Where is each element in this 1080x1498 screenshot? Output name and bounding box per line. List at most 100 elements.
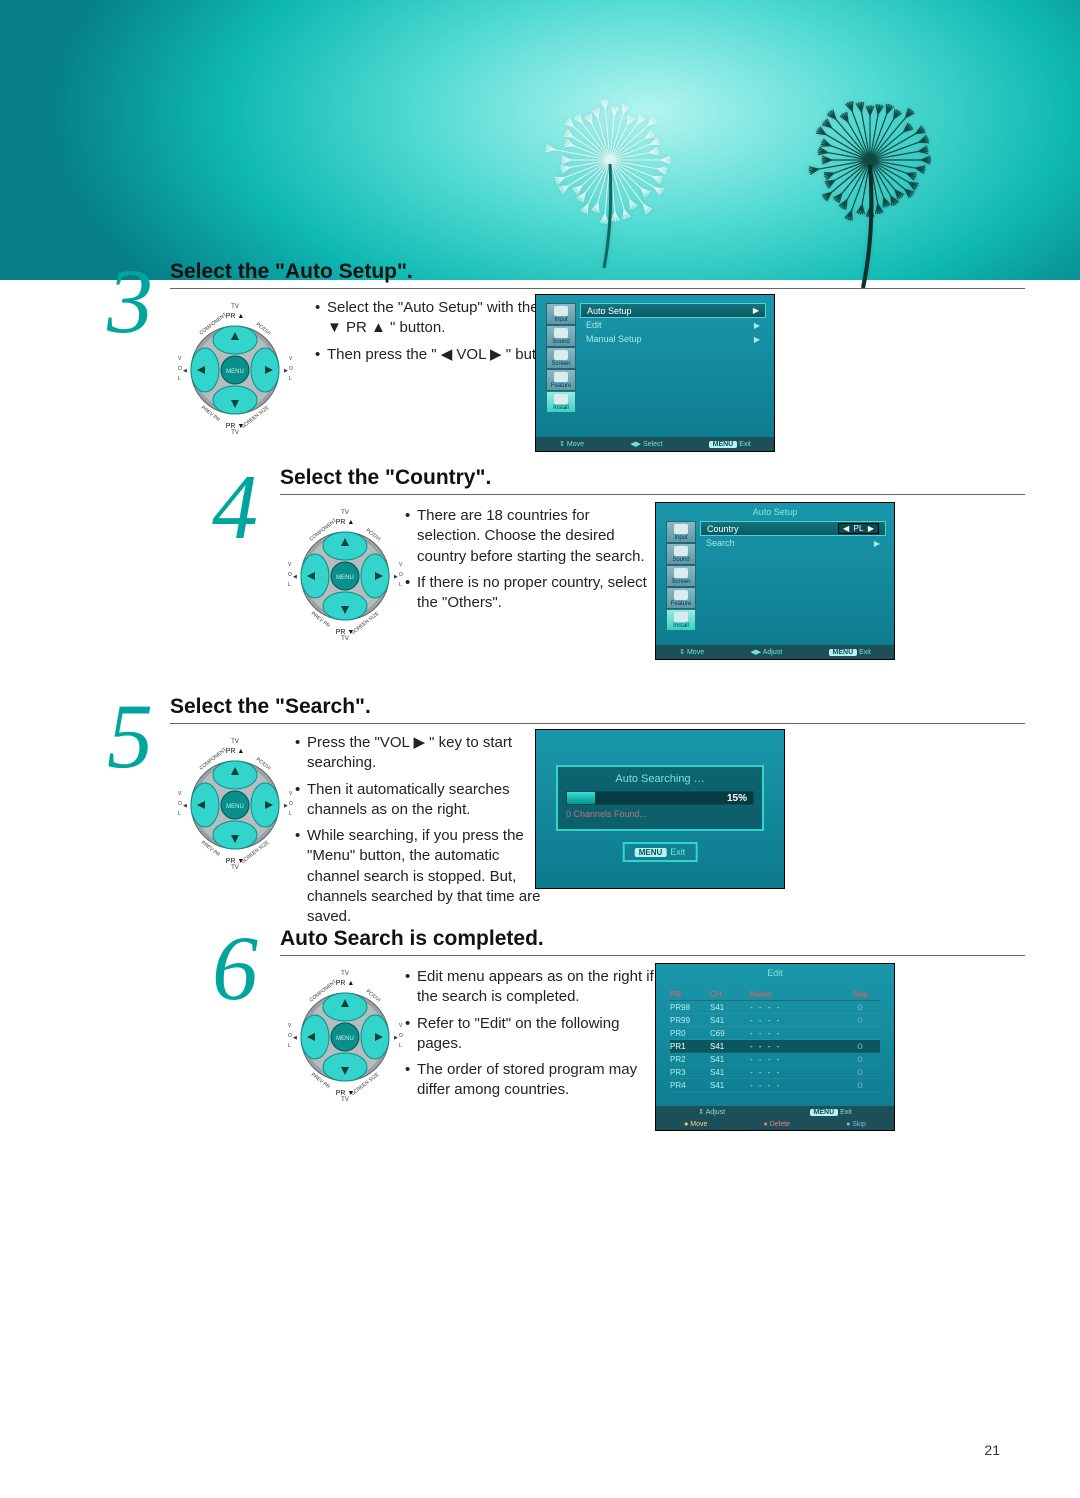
step-heading: Select the "Search". (170, 695, 371, 719)
menu-row: Edit▶ (580, 318, 766, 332)
instruction-item: Select the "Auto Setup" with the " ▼ PR … (315, 298, 565, 339)
menu-category-icon: Screen (666, 565, 696, 587)
step-heading: Select the "Country". (280, 466, 491, 490)
divider (280, 494, 1025, 495)
progress-bar: 15% (566, 791, 754, 805)
step-number: 4 (195, 454, 275, 560)
menu-category-icon: Input (546, 303, 576, 325)
table-row: PR1S41- - - -o (670, 1040, 880, 1053)
menu-category-icon: Sound (666, 543, 696, 565)
step-heading: Auto Search is completed. (280, 927, 544, 951)
menu-row: Auto Setup▶ (580, 303, 766, 318)
exit-hint: MENU Exit (623, 842, 698, 862)
menu-category-icon: Sound (546, 325, 576, 347)
menu-category-icon: Feature (546, 369, 576, 391)
svg-text:O: O (288, 572, 292, 578)
dandelion-icon (770, 90, 970, 295)
svg-text:TV: TV (341, 510, 349, 516)
instruction-list: Select the "Auto Setup" with the " ▼ PR … (315, 298, 565, 371)
svg-text:O: O (399, 572, 403, 578)
svg-text:TV: TV (231, 430, 239, 435)
svg-text:▶: ▶ (284, 803, 288, 809)
svg-text:TV: TV (341, 636, 349, 641)
instruction-item: There are 18 countries for selection. Ch… (405, 506, 655, 567)
instruction-item: The order of stored program may differ a… (405, 1060, 655, 1101)
dandelion-icon (520, 90, 700, 275)
svg-text:▶: ▶ (284, 368, 288, 374)
svg-text:◀: ◀ (293, 1035, 297, 1041)
svg-text:V: V (289, 356, 293, 362)
instruction-item: Edit menu appears as on the right if the… (405, 967, 655, 1008)
svg-text:◀: ◀ (183, 803, 187, 809)
svg-text:V: V (399, 562, 403, 568)
step-heading: Select the "Auto Setup". (170, 260, 413, 284)
menu-title: Edit (656, 964, 894, 978)
tv-screenshot: Auto Setup InputSoundScreenFeatureInstal… (655, 502, 895, 660)
svg-text:TV: TV (341, 971, 349, 977)
svg-text:L: L (399, 582, 402, 588)
svg-text:O: O (289, 801, 293, 807)
table-row: PR0C69- - - - (670, 1027, 880, 1040)
tv-screenshot: InputSoundScreenFeatureInstall Auto Setu… (535, 294, 775, 452)
svg-text:PR ▲: PR ▲ (226, 313, 245, 320)
svg-text:L: L (289, 376, 292, 382)
svg-text:TV: TV (231, 739, 239, 745)
svg-text:L: L (289, 811, 292, 817)
svg-text:V: V (399, 1023, 403, 1029)
svg-text:V: V (289, 791, 293, 797)
tv-screenshot: Edit PR CH Name Skip PR98S41- - - -o PR9… (655, 963, 895, 1131)
menu-category-icon: Screen (546, 347, 576, 369)
tv-screenshot: Auto Searching … 15% 0 Channels Found...… (535, 729, 785, 889)
svg-text:TV: TV (231, 865, 239, 870)
instruction-item: If there is no proper country, select th… (405, 573, 655, 614)
svg-text:O: O (289, 366, 293, 372)
svg-text:MENU: MENU (336, 1036, 354, 1042)
svg-text:O: O (399, 1033, 403, 1039)
remote-pad-icon: TV PR ▲ PR ▼ TV MENU COMPONENT PC/DVI PR… (285, 967, 405, 1102)
table-row: PR2S41- - - -o (670, 1053, 880, 1066)
svg-text:V: V (178, 791, 182, 797)
menu-row: Manual Setup▶ (580, 332, 766, 346)
svg-text:◀: ◀ (293, 574, 297, 580)
remote-pad-icon: TV PR ▲ PR ▼ TV MENU COMPONENT PC/DVI PR… (175, 300, 295, 435)
svg-text:L: L (399, 1043, 402, 1049)
instruction-item: While searching, if you press the "Menu"… (295, 826, 545, 927)
svg-text:PR ▲: PR ▲ (336, 980, 355, 987)
edit-table: PR CH Name Skip PR98S41- - - -o PR99S41-… (670, 988, 880, 1092)
svg-text:L: L (178, 811, 181, 817)
channels-found: 0 Channels Found... (566, 809, 754, 819)
svg-text:V: V (288, 1023, 292, 1029)
instruction-item: Then press the " ◀ VOL ▶ " button. (315, 345, 565, 365)
divider (280, 955, 1025, 956)
menu-category-icon: Input (666, 521, 696, 543)
svg-text:PR ▲: PR ▲ (336, 519, 355, 526)
svg-text:O: O (288, 1033, 292, 1039)
page-number: 21 (984, 1442, 1000, 1458)
search-title: Auto Searching … (566, 773, 754, 785)
svg-text:PR ▲: PR ▲ (226, 748, 245, 755)
instruction-list: Press the "VOL ▶ " key to start searchin… (295, 733, 545, 933)
table-row: PR99S41- - - -o (670, 1014, 880, 1027)
svg-text:TV: TV (341, 1097, 349, 1102)
table-row: PR98S41- - - -o (670, 1001, 880, 1014)
remote-pad-icon: TV PR ▲ PR ▼ TV MENU COMPONENT PC/DVI PR… (285, 506, 405, 641)
menu-title: Auto Setup (656, 503, 894, 517)
instruction-item: Press the "VOL ▶ " key to start searchin… (295, 733, 545, 774)
svg-text:MENU: MENU (226, 369, 244, 375)
divider (170, 288, 1025, 289)
instruction-list: There are 18 countries for selection. Ch… (405, 506, 655, 619)
svg-text:▶: ▶ (394, 574, 398, 580)
menu-row: Search▶ (700, 536, 886, 550)
step-number: 6 (195, 915, 275, 1021)
menu-row: Country◀ PL ▶ (700, 521, 886, 536)
svg-text:MENU: MENU (336, 575, 354, 581)
menu-category-icon: Install (546, 391, 576, 413)
svg-text:V: V (178, 356, 182, 362)
step-number: 5 (90, 683, 170, 789)
svg-text:MENU: MENU (226, 804, 244, 810)
table-row: PR3S41- - - -o (670, 1066, 880, 1079)
svg-text:O: O (178, 801, 182, 807)
svg-text:V: V (288, 562, 292, 568)
instruction-item: Then it automatically searches channels … (295, 780, 545, 821)
svg-text:TV: TV (231, 304, 239, 310)
